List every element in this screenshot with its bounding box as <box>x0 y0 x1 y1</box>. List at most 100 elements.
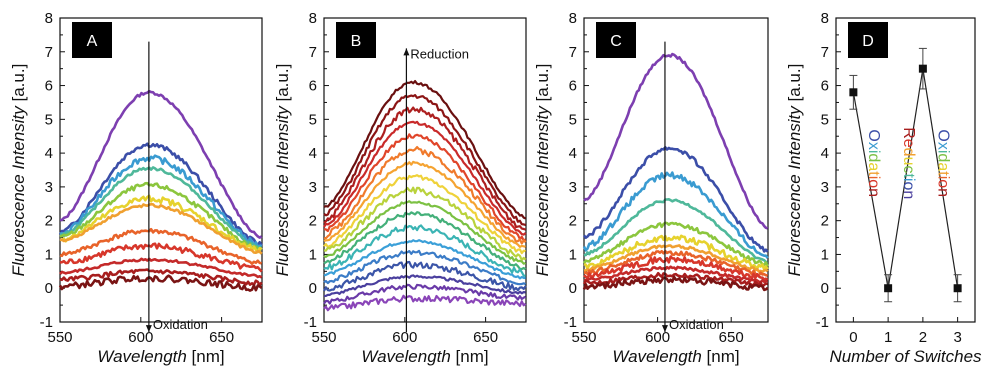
panel-A: -1 0 1 2 3 4 5 6 7 8 550 600 650 Fluorescence Intensi… <box>9 10 263 366</box>
y-tick-label: 8 <box>45 10 53 27</box>
series-line <box>59 194 263 254</box>
y-tick-label: 5 <box>45 111 53 128</box>
x-tick-label: 650 <box>719 329 744 346</box>
y-tick-label: 1 <box>309 246 317 263</box>
series-line <box>323 249 527 286</box>
word-letter: R <box>900 127 917 139</box>
rotated-word: Oxidation <box>935 129 952 197</box>
series-line <box>59 268 263 287</box>
panel-badge <box>848 22 888 58</box>
panel-badge <box>72 22 112 58</box>
y-tick-label: 6 <box>821 78 829 95</box>
y-tick-label: 1 <box>821 246 829 263</box>
series-line <box>323 174 526 255</box>
series-line <box>59 227 263 265</box>
y-axis-label-main: Fluorescence Intensity <box>785 105 804 277</box>
x-axis-label-main: Number of Switches <box>829 347 982 366</box>
series-line <box>582 146 769 253</box>
series-line <box>323 133 527 242</box>
word-letter: a <box>865 162 882 171</box>
y-axis-label: Fluorescence Intensity [a.u.] <box>273 64 292 277</box>
y-tick-label: 2 <box>569 213 577 230</box>
word-letter: i <box>935 150 952 154</box>
word-letter: t <box>900 173 917 178</box>
panel-letter: B <box>351 33 362 50</box>
y-axis-label: Fluorescence Intensity [a.u.] <box>533 64 552 277</box>
y-tick-label: 4 <box>821 145 829 162</box>
x-axis-label: Wavelength [nm] <box>97 347 224 366</box>
x-axis-label: Number of Switches <box>829 347 982 366</box>
series-line <box>58 274 263 292</box>
x-tick-label: 550 <box>47 329 72 346</box>
word-letter: d <box>900 148 917 157</box>
panel-letter: C <box>610 33 622 50</box>
series-line <box>323 224 526 277</box>
word-letter: O <box>865 129 882 141</box>
x-tick-label: 3 <box>953 329 961 346</box>
word-letter: i <box>935 176 952 180</box>
data-point <box>918 64 927 73</box>
x-tick-label: 550 <box>311 329 336 346</box>
series-line <box>323 106 527 231</box>
series-line <box>323 120 527 236</box>
series-line <box>323 239 526 280</box>
annotation-label: Oxidation <box>153 317 208 332</box>
y-tick-label: 8 <box>309 10 317 27</box>
x-axis-label: Wavelength [nm] <box>361 347 488 366</box>
y-tick-label: 7 <box>569 44 577 61</box>
y-tick-label: 2 <box>45 213 53 230</box>
y-tick-label: 7 <box>821 44 829 61</box>
series-line <box>582 271 768 288</box>
panel-badge <box>596 22 636 58</box>
word-letter: x <box>865 142 882 150</box>
series-line <box>323 274 526 298</box>
word-letter: i <box>865 176 882 180</box>
y-tick-label: 0 <box>309 280 317 297</box>
series-line <box>323 146 527 245</box>
x-tick-label: 650 <box>209 329 234 346</box>
data-point <box>884 284 893 293</box>
word-letter: d <box>865 153 882 162</box>
series-line <box>583 255 769 282</box>
data-point <box>953 284 962 293</box>
series-line <box>583 234 769 271</box>
rotated-word: Reduction <box>900 127 917 199</box>
y-tick-label: -1 <box>304 314 317 331</box>
series-line <box>583 52 769 230</box>
series-line <box>59 154 263 248</box>
y-tick-label: 0 <box>45 280 53 297</box>
x-axis-label-main: Wavelength <box>612 347 701 366</box>
x-axis-label-unit: [nm] <box>451 347 489 366</box>
y-tick-label: 2 <box>821 213 829 230</box>
y-tick-label: 5 <box>569 111 577 128</box>
series-line <box>323 260 527 292</box>
word-letter: n <box>935 188 952 197</box>
rotated-word: Oxidation <box>865 129 882 197</box>
data-point <box>849 88 858 97</box>
y-tick-label: -1 <box>564 314 577 331</box>
series-line <box>582 221 769 267</box>
y-axis-label: Fluorescence Intensity [a.u.] <box>785 64 804 277</box>
word-letter: o <box>900 181 917 190</box>
panel-badge <box>336 22 376 58</box>
word-letter: a <box>935 162 952 171</box>
series-line <box>583 198 768 264</box>
y-axis-label-unit: [a.u.] <box>273 64 292 107</box>
x-axis-label-main: Wavelength <box>97 347 186 366</box>
y-tick-label: 6 <box>45 78 53 95</box>
x-axis-label-unit: [nm] <box>702 347 740 366</box>
y-tick-label: 2 <box>309 213 317 230</box>
y-tick-label: 1 <box>45 246 53 263</box>
word-letter: i <box>865 150 882 154</box>
series-line <box>59 257 263 279</box>
x-tick-label: 1 <box>884 329 892 346</box>
x-tick-label: 600 <box>128 329 153 346</box>
word-letter: n <box>900 190 917 199</box>
y-tick-label: 1 <box>569 246 577 263</box>
y-tick-label: 5 <box>821 111 829 128</box>
y-tick-label: 5 <box>309 111 317 128</box>
word-letter: o <box>865 179 882 188</box>
annotation-label: Oxidation <box>669 317 724 332</box>
y-axis-label: Fluorescence Intensity [a.u.] <box>9 64 28 277</box>
